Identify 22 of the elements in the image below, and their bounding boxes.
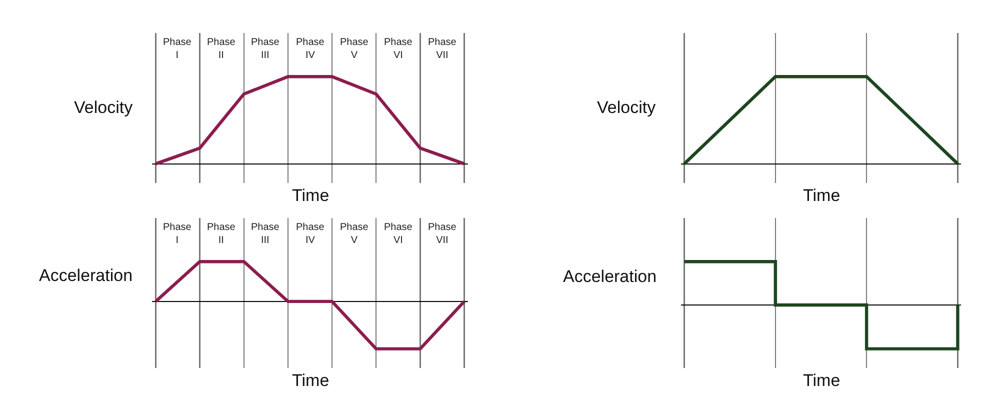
y-axis-title: Acceleration (39, 266, 133, 285)
text: Phase I (163, 222, 192, 246)
text: Phase IV (296, 222, 325, 246)
text: Phase VI (384, 222, 413, 246)
y-axis-title: Acceleration (563, 267, 657, 286)
text: Phase III (251, 222, 280, 246)
x-axis-title: Time (803, 371, 840, 390)
text: Phase VII (428, 37, 457, 61)
text: Phase VII (428, 222, 457, 246)
text: Phase IV (296, 37, 325, 61)
x-axis-title: Time (292, 186, 330, 205)
text: Phase II (207, 37, 236, 61)
y-axis-title: Velocity (597, 98, 656, 117)
text: Phase II (207, 222, 236, 246)
text: Phase III (251, 37, 280, 61)
y-axis-title: Velocity (74, 98, 134, 117)
x-axis-title: Time (803, 186, 840, 205)
text: Phase V (340, 222, 369, 246)
text: Phase V (340, 37, 369, 61)
x-axis-title: Time (292, 371, 330, 390)
text: Phase VI (384, 37, 413, 61)
text: Phase I (163, 37, 192, 61)
